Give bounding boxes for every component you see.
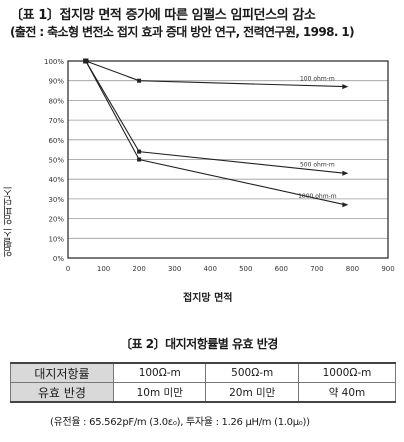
y-tick-label: 20% [48, 216, 64, 224]
data-point [137, 149, 142, 154]
y-tick-label: 100% [44, 58, 64, 66]
table-cell: 20m 미만 [205, 382, 299, 403]
x-tick-label: 800 [346, 265, 359, 273]
y-tick-label: 90% [48, 78, 64, 86]
data-point [137, 78, 142, 83]
table2-title: 〔표 2〕대지저항률별 유효 반경 [120, 337, 278, 351]
x-tick-label: 200 [132, 265, 145, 273]
y-tick-label: 80% [48, 97, 64, 105]
series-label: 1000 ohm-m [298, 193, 337, 200]
x-tick-label: 900 [381, 265, 394, 273]
y-tick-label: 0% [53, 255, 64, 263]
table-cell: 100Ω-m [112, 362, 207, 383]
data-point [137, 157, 142, 162]
plot-frame [67, 60, 389, 259]
table-row-header: 대지저항률 [10, 362, 114, 383]
footnote: (유전율 : 65.562pF/m (3.0ε₀), 투자율 : 1.26 μH… [50, 417, 310, 428]
y-tick-label: 50% [48, 157, 64, 165]
table-cell: 500Ω-m [205, 362, 299, 383]
x-axis-title: 접지망 면적 [183, 293, 233, 304]
data-point [342, 202, 349, 208]
resistivity-table: 대지저항률 100Ω-m 500Ω-m 1000Ω-m 유효 반경 10m 미만… [10, 362, 397, 403]
table-row-header: 유효 반경 [10, 382, 114, 403]
x-tick-label: 100 [97, 265, 110, 273]
y-tick-label: 70% [48, 117, 64, 125]
table-cell: 1000Ω-m [297, 362, 397, 383]
y-axis-title: 임펄스 임피던스 [4, 186, 15, 257]
series-label: 500 ohm-m [300, 161, 335, 168]
impedance-chart: 0% 10% 20% 30% 40% 50% 60% 70% 80% 90% 100% 0 100 200… [44, 58, 395, 273]
table-cell: 약 40m [297, 382, 397, 403]
x-tick-label: 400 [204, 265, 217, 273]
figure-title: 〔표 1〕접지망 면적 증가에 따른 임펄스 임피던스의 감소 [10, 8, 316, 23]
x-tick-label: 700 [310, 265, 323, 273]
y-tick-label: 60% [48, 137, 64, 145]
y-tick-label: 30% [48, 196, 64, 204]
y-tick-label: 10% [48, 235, 64, 243]
data-point [83, 58, 89, 64]
chart-labels: 0% 10% 20% 30% 40% 50% 60% 70% 80% 90% 100% 0 100 200… [44, 58, 395, 273]
data-point [342, 84, 349, 90]
series-line [85, 60, 346, 88]
figure-source: (출전 : 축소형 변전소 접지 효과 증대 방안 연구, 전력연구원, 199… [10, 25, 355, 39]
x-tick-label: 0 [66, 265, 70, 273]
table-row: 대지저항률 100Ω-m 500Ω-m 1000Ω-m [10, 362, 397, 383]
table-cell: 10m 미만 [112, 382, 207, 403]
x-tick-label: 600 [275, 265, 288, 273]
data-point [342, 170, 349, 176]
chart-grid [68, 60, 388, 259]
y-tick-label: 40% [48, 176, 64, 184]
series-label: 100 ohm-m [300, 76, 335, 83]
chart-axes [67, 60, 389, 259]
x-tick-label: 500 [239, 265, 252, 273]
table-row: 유효 반경 10m 미만 20m 미만 약 40m [10, 382, 397, 403]
chart-series [83, 58, 349, 208]
x-tick-label: 300 [168, 265, 181, 273]
